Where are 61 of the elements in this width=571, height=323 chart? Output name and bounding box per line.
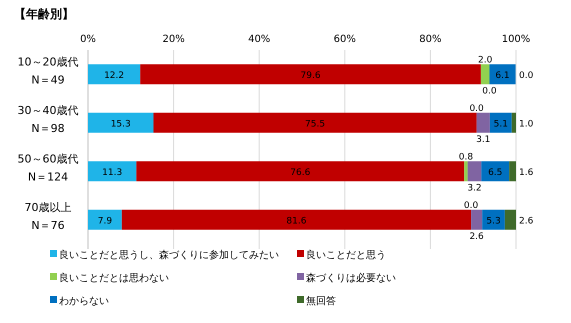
text: 15.3 bbox=[110, 119, 131, 130]
text: 0.0 bbox=[464, 200, 478, 211]
bar bbox=[476, 112, 490, 133]
text: 2.6 bbox=[519, 216, 534, 226]
text: 6.5 bbox=[488, 168, 502, 178]
x-tick-label: 0% bbox=[80, 34, 96, 45]
bar bbox=[512, 112, 516, 133]
text: 0.8 bbox=[458, 152, 474, 162]
text: 81.6 bbox=[286, 216, 306, 226]
bar bbox=[88, 210, 122, 230]
bar bbox=[471, 210, 482, 230]
bar bbox=[481, 161, 510, 182]
text: 76.6 bbox=[290, 168, 310, 178]
legend-label: 森づくりは必要ない bbox=[306, 272, 396, 284]
text: 7.9 bbox=[98, 216, 112, 226]
legend-label: 無回答 bbox=[306, 295, 336, 307]
bar bbox=[153, 112, 477, 133]
bar bbox=[88, 64, 140, 84]
y-tick-label: 70歳以上 N＝76 bbox=[24, 200, 72, 232]
text: 2.6 bbox=[469, 232, 484, 242]
text: 1.0 bbox=[519, 119, 534, 130]
bar bbox=[509, 161, 516, 182]
y-tick-label: 10～20歳代 N＝49 bbox=[18, 55, 78, 86]
text: 0.0 bbox=[469, 104, 484, 114]
bar bbox=[140, 64, 481, 84]
bar bbox=[504, 210, 516, 230]
legend-label: 良いことだとは思わない bbox=[59, 272, 169, 284]
legend-label: わからない bbox=[59, 296, 109, 307]
x-tick-label: 40% bbox=[248, 34, 270, 45]
x-tick-label: 80% bbox=[419, 34, 442, 45]
legend-label: 良いことだと思うし、森づくりに参加してみたい bbox=[59, 249, 279, 261]
text: 1.6 bbox=[519, 168, 534, 178]
text: 3.1 bbox=[476, 134, 490, 145]
text: 79.6 bbox=[300, 70, 321, 81]
text: 5.3 bbox=[486, 216, 501, 226]
text: 6.1 bbox=[495, 70, 510, 81]
text: 0.0 bbox=[519, 70, 534, 81]
text: 11.3 bbox=[102, 168, 122, 178]
bar bbox=[88, 112, 154, 133]
y-tick-label: 30～40歳代 N＝98 bbox=[18, 104, 78, 135]
text: 5.1 bbox=[494, 119, 508, 130]
x-tick-label: 20% bbox=[162, 34, 185, 45]
y-tick-label: 50～60歳代 N＝124 bbox=[18, 152, 78, 184]
bar bbox=[122, 210, 472, 230]
bar bbox=[489, 64, 516, 84]
legend-label: 良いことだと思う bbox=[306, 249, 386, 261]
x-tick-label: 60% bbox=[334, 34, 356, 45]
x-tick-label: 100% bbox=[502, 34, 530, 45]
bar bbox=[490, 112, 512, 133]
text: 12.2 bbox=[104, 70, 124, 81]
bar bbox=[482, 210, 505, 230]
text: 75.5 bbox=[305, 119, 326, 130]
text: 0.0 bbox=[482, 86, 497, 96]
bar bbox=[88, 161, 136, 182]
text: 2.0 bbox=[478, 55, 492, 66]
bar bbox=[464, 161, 468, 182]
bar bbox=[480, 64, 490, 84]
text: 3.2 bbox=[467, 183, 482, 194]
chart-title: 【年齢別】 bbox=[14, 7, 74, 21]
bar bbox=[136, 161, 464, 182]
bar bbox=[468, 161, 482, 182]
